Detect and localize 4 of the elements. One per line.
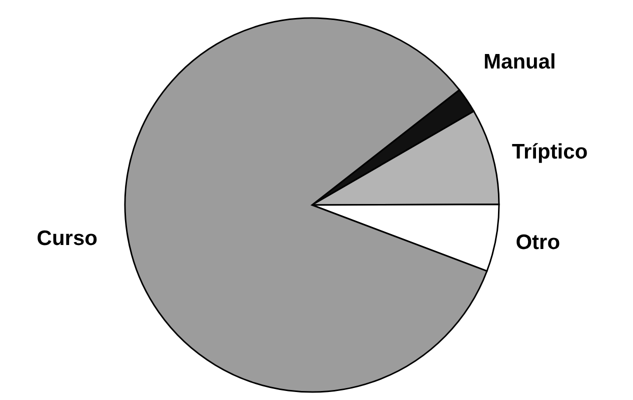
slice-label: Otro <box>516 231 560 254</box>
slice-label: Manual <box>484 50 556 74</box>
slice-label: Curso <box>36 227 98 250</box>
slice-label: Tríptico <box>512 140 588 164</box>
